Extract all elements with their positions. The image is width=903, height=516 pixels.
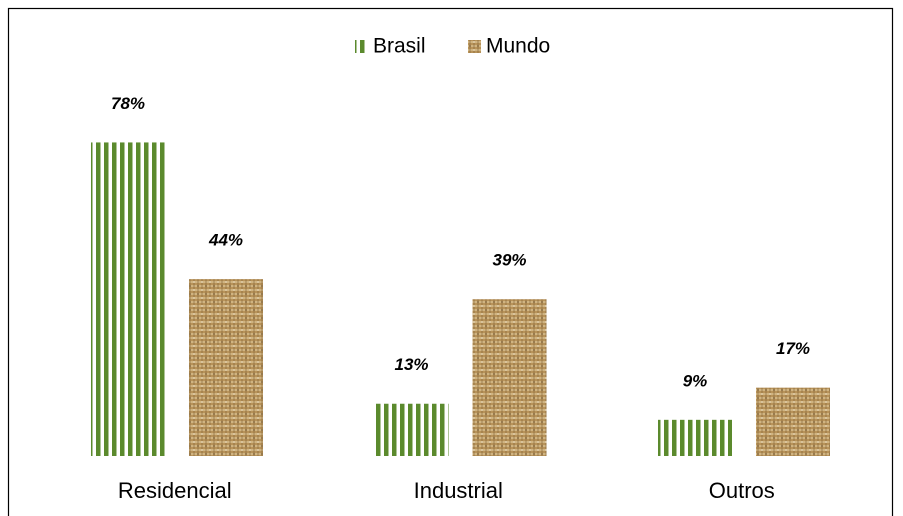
bar bbox=[658, 419, 732, 456]
bar bbox=[374, 403, 449, 456]
data-label: 78% bbox=[111, 94, 145, 113]
legend-label: Brasil bbox=[373, 35, 426, 58]
bar bbox=[756, 387, 830, 456]
data-label: 39% bbox=[492, 251, 526, 270]
x-tick-label: Outros bbox=[709, 478, 775, 503]
bar bbox=[91, 142, 165, 456]
bar bbox=[189, 279, 263, 456]
x-tick-label: Residencial bbox=[118, 478, 232, 503]
data-label: 44% bbox=[208, 231, 243, 250]
bar bbox=[472, 299, 547, 456]
x-tick-label: Industrial bbox=[414, 478, 503, 503]
legend-swatch bbox=[468, 40, 481, 53]
data-label: 9% bbox=[683, 371, 708, 390]
data-label: 13% bbox=[394, 355, 428, 374]
legend-swatch bbox=[355, 40, 368, 53]
data-label: 17% bbox=[776, 339, 810, 358]
legend-label: Mundo bbox=[486, 35, 550, 58]
